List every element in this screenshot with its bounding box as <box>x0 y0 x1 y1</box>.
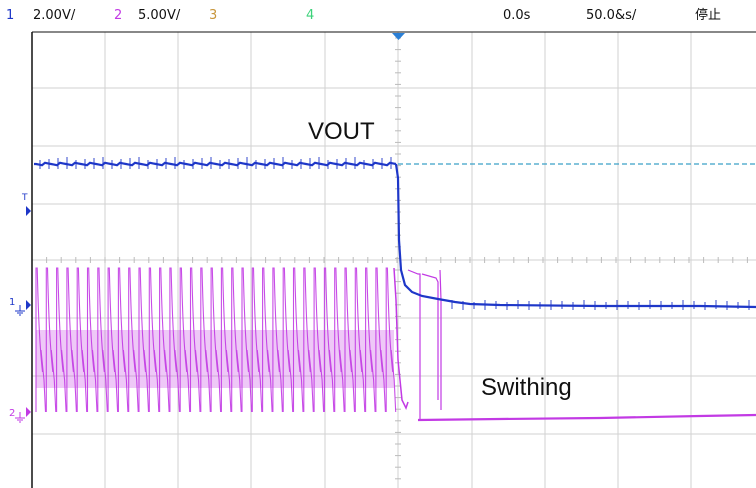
ch1-scale[interactable]: 2.00V/ <box>33 8 76 23</box>
ch2-trace <box>35 267 756 422</box>
ch2-ringing-band <box>36 330 394 388</box>
trigger-level-icon[interactable] <box>26 206 31 216</box>
ch2-number[interactable]: 2 <box>114 8 123 23</box>
ch1-discharge <box>394 163 756 309</box>
vout-annotation: VOUT <box>308 118 375 145</box>
ch2-switching-bursts <box>35 267 397 413</box>
ch2-ground-symbol-icon <box>15 412 25 423</box>
time-offset[interactable]: 0.0s <box>503 8 531 23</box>
ch1-number[interactable]: 1 <box>6 8 15 23</box>
time-scale[interactable]: 50.0&s/ <box>586 8 637 23</box>
trigger-level-label: T <box>21 193 28 203</box>
switching-annotation: Swithing <box>481 374 572 401</box>
ch2-scale[interactable]: 5.00V/ <box>138 8 181 23</box>
status-bar: 1 2.00V/ 2 5.00V/ 3 4 0.0s 50.0&s/ 停止 <box>0 0 756 32</box>
ch1-noise <box>39 157 392 169</box>
ch2-ground-icon[interactable] <box>26 407 31 417</box>
ch1-low-noise <box>451 300 750 310</box>
ch1-ground-icon[interactable] <box>26 300 31 310</box>
ch2-transition <box>393 267 409 410</box>
ch2-marker-label: 2 <box>9 408 15 419</box>
ch1-ground-symbol-icon <box>15 305 25 316</box>
ch4-number[interactable]: 4 <box>306 8 315 23</box>
ch3-number[interactable]: 3 <box>209 8 218 23</box>
ch2-off-level <box>417 413 756 422</box>
graticule <box>31 32 756 488</box>
trigger-position-icon[interactable] <box>392 33 405 40</box>
ch1-trace <box>34 157 756 310</box>
run-state[interactable]: 停止 <box>695 8 722 23</box>
ch1-high-level <box>34 161 397 167</box>
ch1-marker-label: 1 <box>9 297 15 308</box>
